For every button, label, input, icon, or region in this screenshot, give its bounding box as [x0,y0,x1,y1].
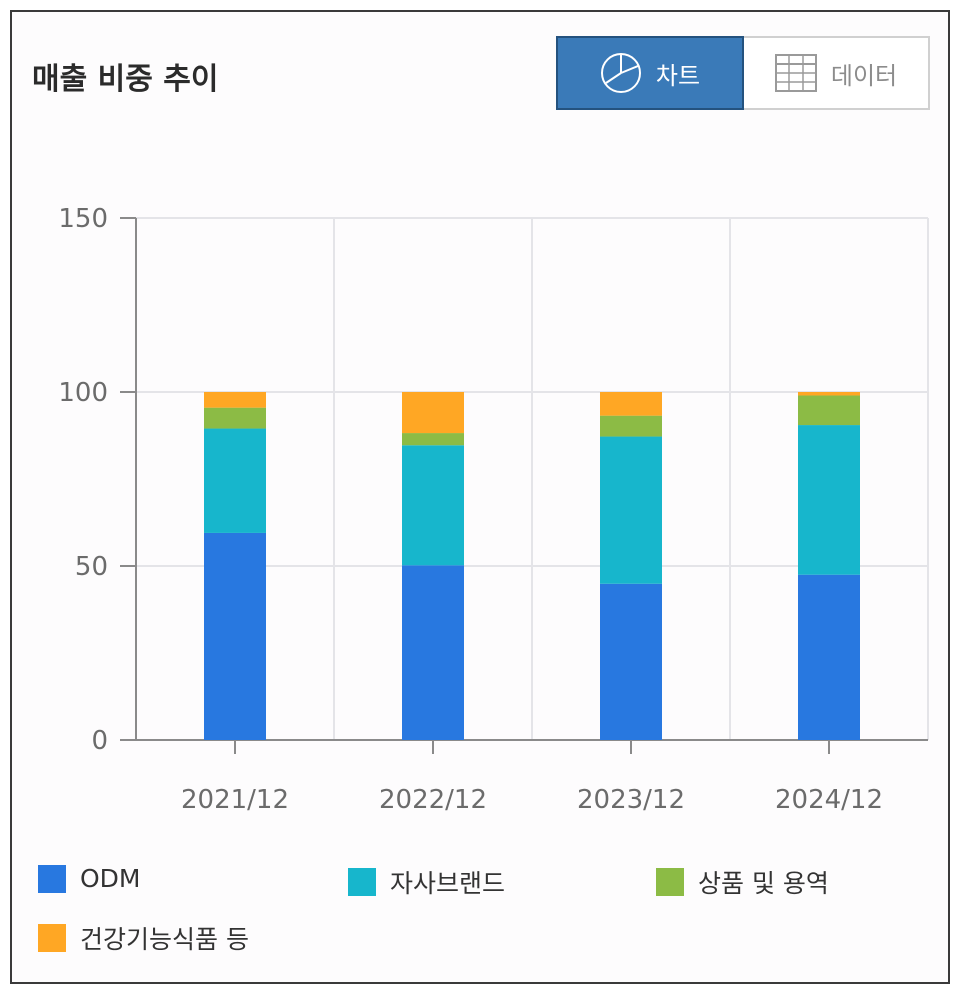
data-view-label: 데이터 [830,61,898,90]
bar-segment [402,565,464,740]
chart-title: 매출 비중 추이 [32,62,219,97]
chart-view-button[interactable]: 차트 [556,36,744,110]
legend-item: 건강기능식품 등 [38,920,249,956]
chart-view-label: 차트 [655,61,701,90]
x-tick-label: 2024/12 [775,785,883,815]
bar-segment [798,574,860,740]
legend-swatch [38,864,66,893]
legend-item: 자사브랜드 [348,864,505,900]
legend-label: 상품 및 용역 [698,869,829,898]
chart-panel: 매출 비중 추이 차트 데이터 0 50 100 150 2021/12 2022/12 2 [10,10,950,984]
table-grid-icon [774,54,817,92]
bar-segment [600,583,662,740]
x-tick-label: 2023/12 [577,785,685,815]
bar-segment [204,392,266,408]
bar-segment [402,445,464,566]
bar-segment [402,433,464,446]
legend-swatch [38,924,66,952]
bar-segment [600,415,662,437]
bar-segment [204,407,266,429]
bar-segment [204,428,266,533]
legend-swatch [348,868,376,896]
legend-label: 건강기능식품 등 [80,925,249,954]
y-tick-label: 100 [58,378,108,408]
bar-segment [798,425,860,575]
legend-label: 자사브랜드 [390,869,506,898]
y-tick-label: 0 [91,726,108,756]
bar-segment [600,436,662,584]
x-tick-label: 2021/12 [181,785,289,815]
data-view-button[interactable]: 데이터 [744,36,930,110]
view-toggle: 차트 데이터 [556,36,930,110]
legend-swatch [656,868,684,896]
x-tick-label: 2022/12 [379,785,487,815]
stacked-bar-chart: 0 50 100 150 2021/12 2022/12 2023/12 2024/12 [58,204,929,815]
legend-item: ODM [38,864,141,893]
y-tick-label: 150 [58,204,108,234]
bar-segment [600,392,662,416]
bar-segment [798,392,860,396]
pie-chart-icon [600,53,641,93]
bar-segment [402,392,464,434]
bar-segment [798,395,860,426]
legend-label: ODM [80,864,141,893]
y-tick-label: 50 [75,552,108,582]
bar-segment [204,532,266,740]
legend-item: 상품 및 용역 [656,864,829,900]
